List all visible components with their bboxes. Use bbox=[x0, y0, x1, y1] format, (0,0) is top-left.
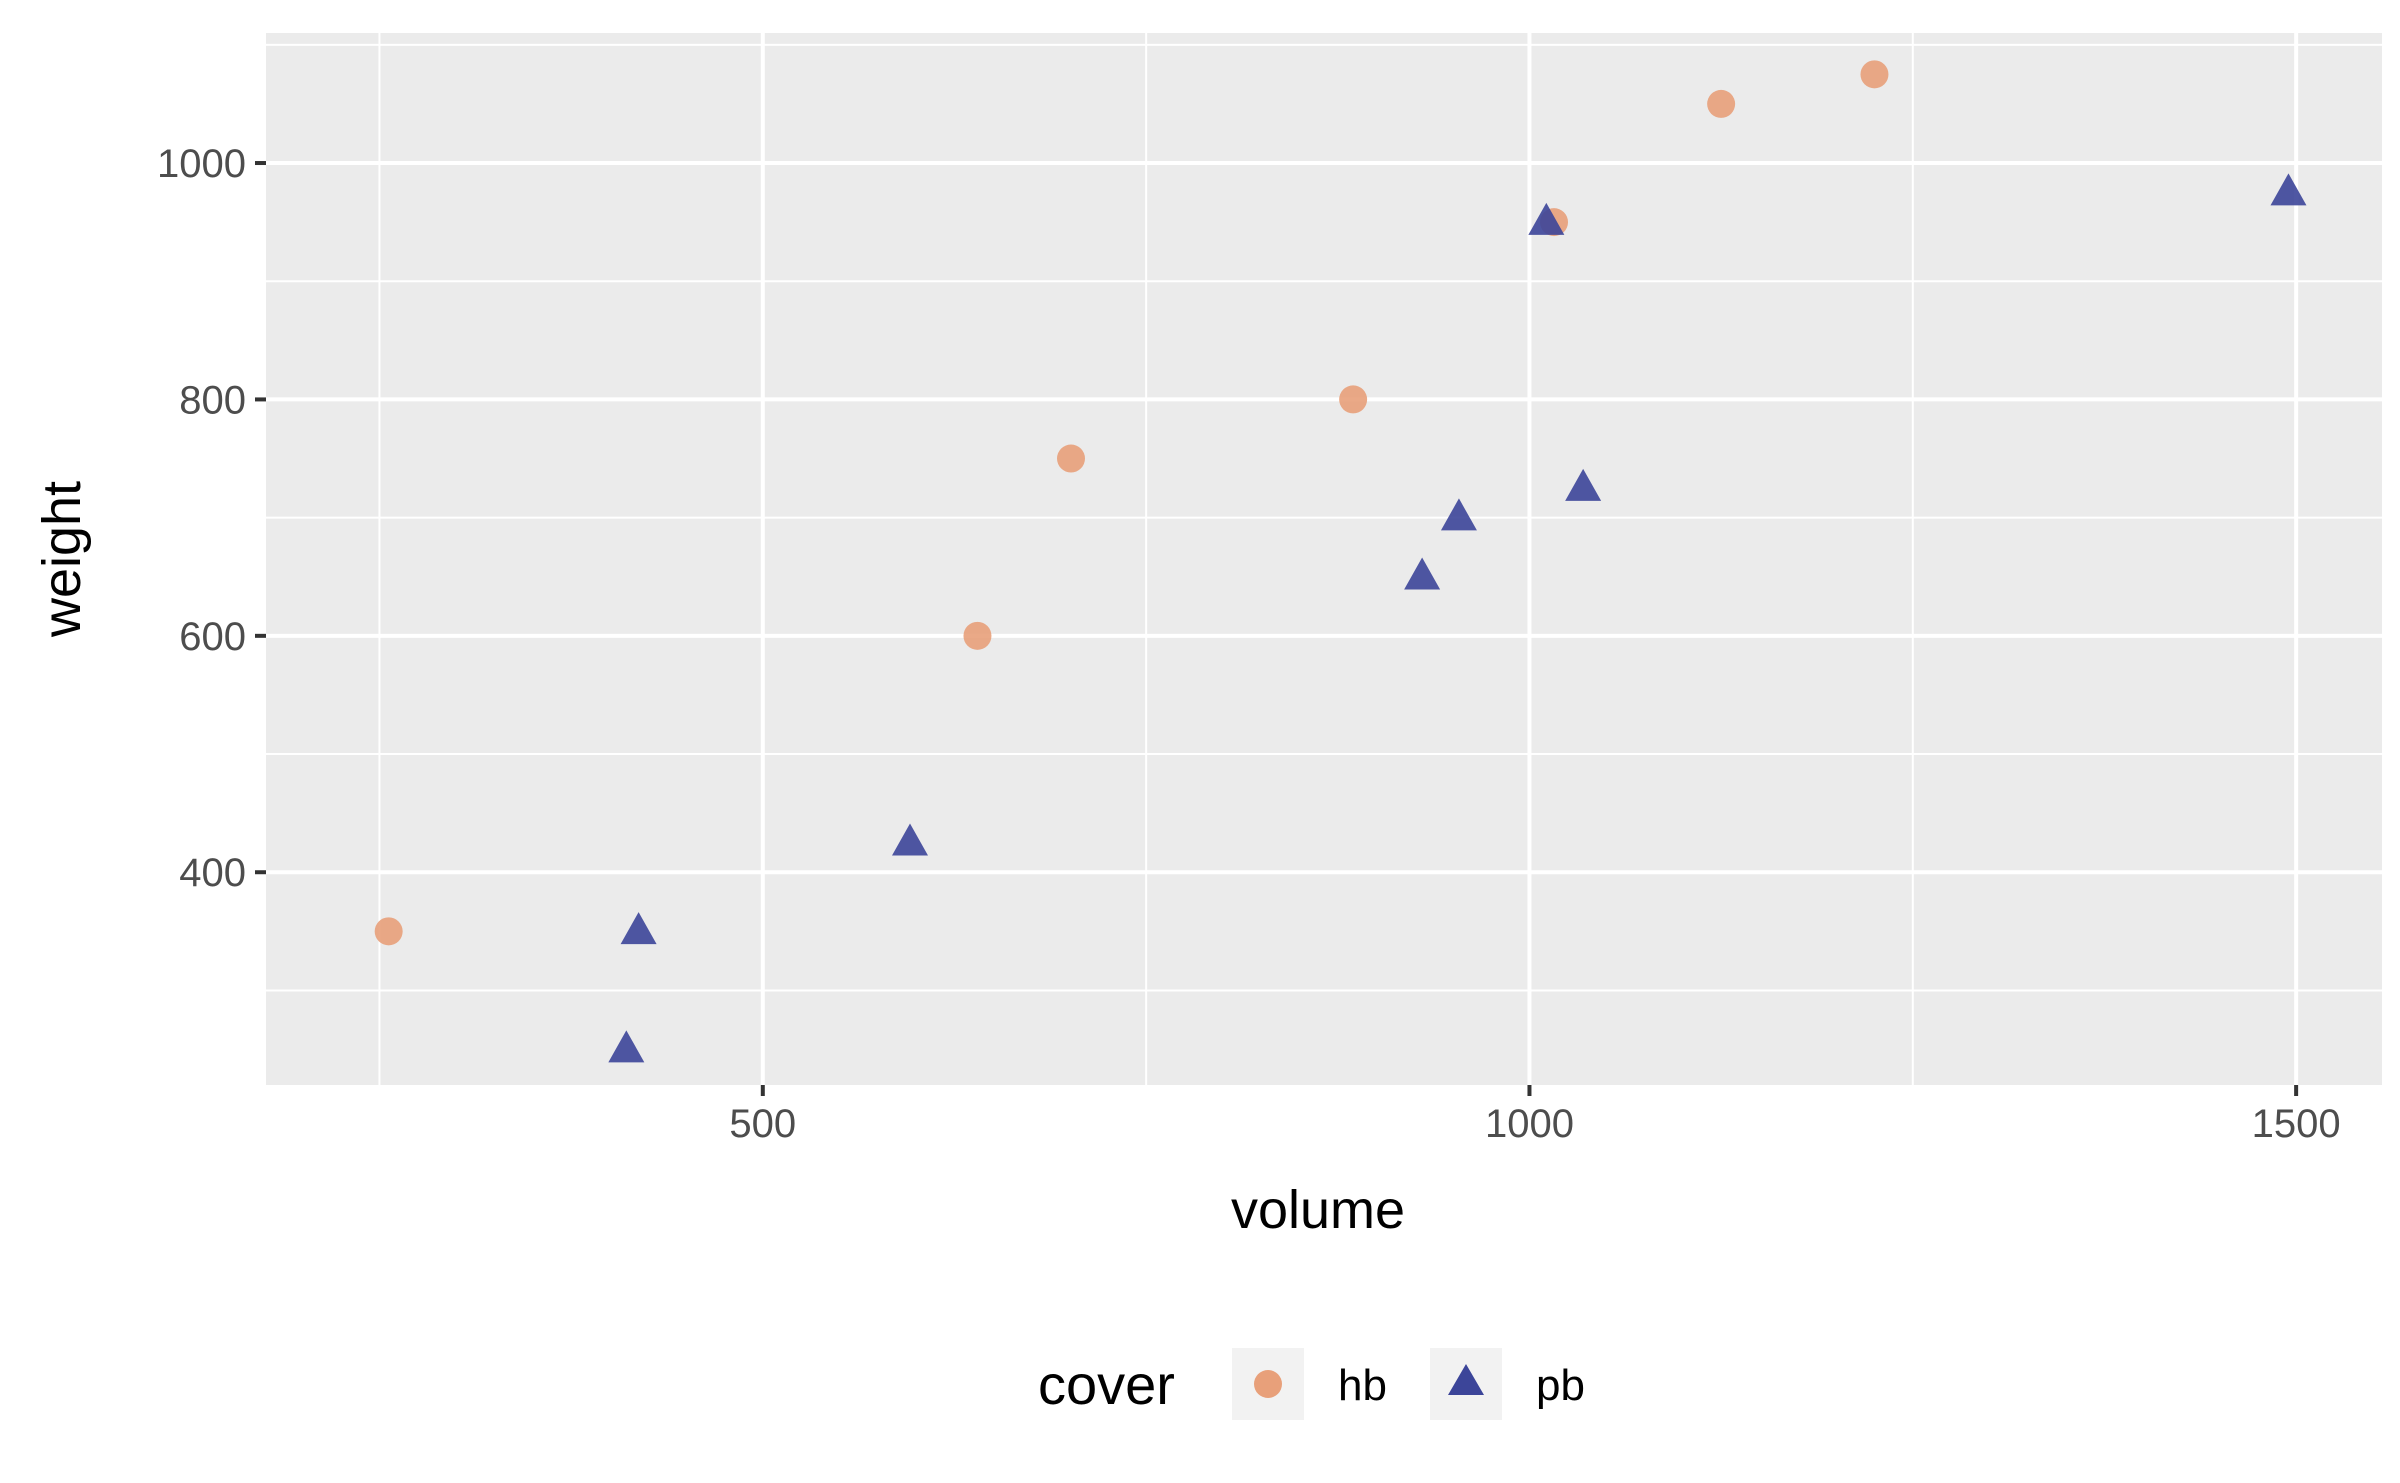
data-point-pb bbox=[1404, 557, 1441, 590]
legend: cover hb pb bbox=[1038, 1348, 1585, 1420]
major-gridlines bbox=[266, 33, 2382, 1085]
data-point-pb bbox=[620, 912, 657, 945]
y-tick-label: 600 bbox=[179, 615, 246, 659]
y-axis-title: weight bbox=[32, 481, 92, 638]
data-points bbox=[374, 60, 2307, 1063]
plot-panel bbox=[266, 33, 2382, 1085]
data-point-pb bbox=[1440, 498, 1477, 531]
minor-gridlines bbox=[266, 33, 2382, 1085]
y-tick-label: 1000 bbox=[157, 142, 246, 186]
data-point-hb bbox=[963, 621, 992, 650]
data-point-hb bbox=[1057, 444, 1085, 473]
x-tick-label: 500 bbox=[729, 1102, 796, 1146]
data-point-pb bbox=[1565, 468, 1602, 501]
data-point-pb bbox=[608, 1030, 645, 1063]
data-point-hb bbox=[1339, 385, 1368, 414]
x-axis-title: volume bbox=[1231, 1180, 1405, 1240]
legend-title: cover bbox=[1038, 1353, 1175, 1416]
data-point-hb bbox=[1707, 89, 1736, 118]
data-point-hb bbox=[1860, 60, 1889, 89]
data-point-pb bbox=[1528, 202, 1565, 235]
data-point-hb bbox=[374, 917, 403, 946]
legend-key-hb bbox=[1254, 1370, 1282, 1398]
legend-label-pb: pb bbox=[1536, 1361, 1585, 1410]
y-tick-label: 800 bbox=[179, 378, 246, 422]
y-axis: 400 600 800 1000 bbox=[157, 142, 266, 895]
x-tick-label: 1000 bbox=[1485, 1102, 1574, 1146]
x-axis: 500 1000 1500 bbox=[729, 1085, 2341, 1146]
y-tick-label: 400 bbox=[179, 851, 246, 895]
legend-label-hb: hb bbox=[1338, 1361, 1387, 1410]
legend-key-pb bbox=[1448, 1364, 1484, 1395]
data-point-pb bbox=[892, 823, 928, 856]
data-point-pb bbox=[2270, 173, 2307, 206]
x-tick-label: 1500 bbox=[2252, 1102, 2341, 1146]
